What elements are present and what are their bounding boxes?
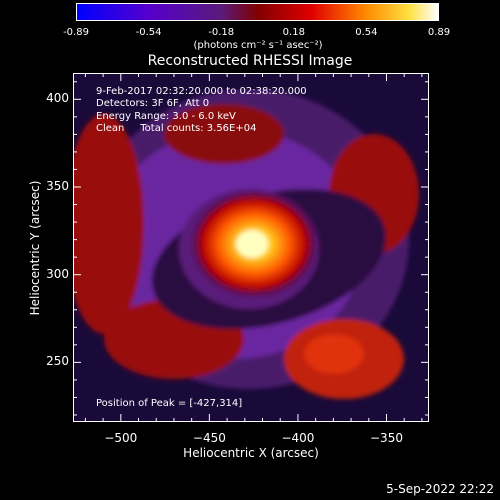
y-tick-label: 350 (46, 178, 69, 193)
colorbar (76, 3, 439, 21)
colorbar-gradient (77, 4, 438, 20)
peak-position-text: Position of Peak = [-427,314] (96, 398, 243, 409)
x-tick-label: −400 (281, 431, 315, 445)
x-tick-label: −350 (370, 431, 403, 445)
colorbar-unit: (photons cm⁻² s⁻¹ asec⁻²) (193, 40, 323, 51)
colorbar-tick-label: 0.18 (282, 27, 305, 38)
y-tick-label: 250 (46, 354, 69, 369)
y-tick-label: 300 (46, 266, 69, 281)
image-title: Reconstructed RHESSI Image (147, 53, 353, 69)
y-axis-label: Heliocentric Y (arcsec) (28, 180, 42, 316)
image-plot (73, 73, 429, 422)
colorbar-tick-label: 0.89 (427, 27, 451, 38)
colorbar-tick-label: -0.89 (63, 27, 89, 38)
x-tick-label: −500 (104, 431, 138, 445)
colorbar-tick-label: -0.18 (208, 27, 235, 38)
detectors-text: Detectors: 3F 6F, Att 0 (96, 98, 210, 109)
rhessi-image (74, 74, 428, 421)
colorbar-tick-label: -0.54 (135, 27, 162, 38)
colorbar-tick-label: 0.54 (355, 27, 378, 38)
energy-range-text: Energy Range: 3.0 - 6.0 keV (96, 111, 236, 122)
clean-counts-text: Clean Total counts: 3.56E+04 (96, 123, 257, 134)
y-tick-label: 400 (46, 91, 69, 106)
generation-date: 5-Sep-2022 22:22 (386, 482, 494, 496)
x-tick-label: −450 (192, 431, 226, 445)
x-axis-label: Heliocentric X (arcsec) (183, 446, 319, 460)
time-range-text: 9-Feb-2017 02:32:20.000 to 02:38:20.000 (96, 86, 307, 97)
